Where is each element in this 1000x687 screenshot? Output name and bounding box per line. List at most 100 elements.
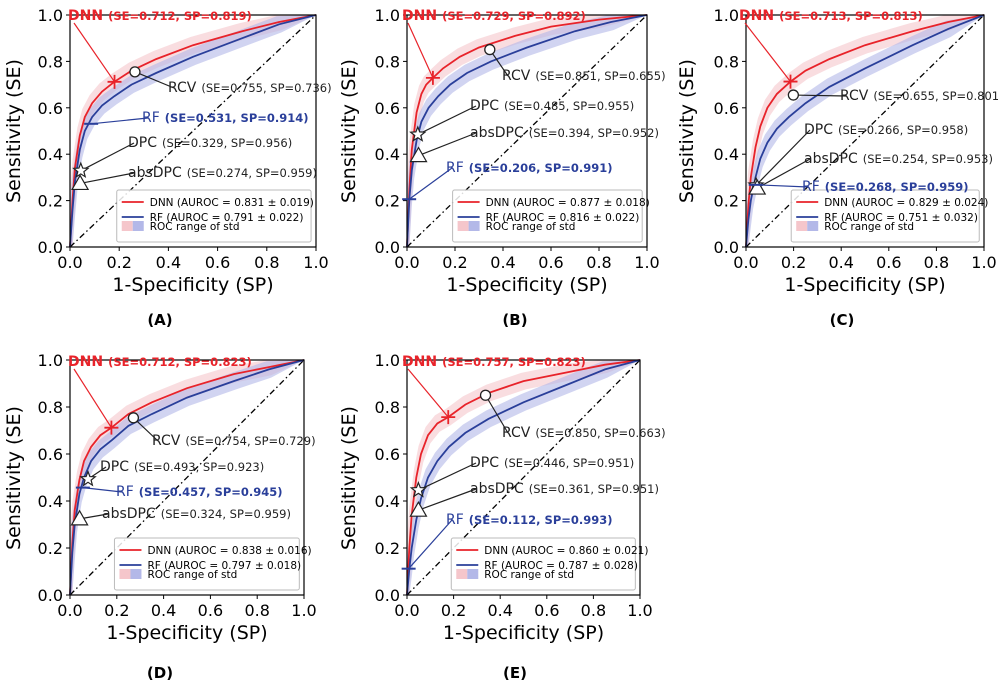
annotation-method: RCV [152, 433, 181, 449]
annotation-method: DPC [100, 459, 129, 475]
annotation-values: (SE=0.712, SP=0.819) [108, 9, 252, 23]
x-tick-label: 0.8 [581, 601, 606, 620]
y-axis-label: Sensitivity (SE) [338, 59, 360, 203]
dpc-annotation: DPC (SE=0.329, SP=0.956) [128, 135, 292, 151]
annotation-values: (SE=0.112, SP=0.993) [469, 513, 613, 527]
annotation-values: (SE=0.851, SP=0.655) [535, 69, 665, 83]
annotation-method: DPC [804, 122, 833, 138]
rf-legend-text: RF (AUROC = 0.787 ± 0.028) [484, 560, 638, 572]
x-tick-label: 0.0 [57, 253, 82, 272]
y-tick-label: 0.8 [714, 52, 739, 71]
annotation-values: (SE=0.254, SP=0.953) [863, 152, 993, 166]
roc-panel-3: 0.0 0.2 0.4 0.6 0.8 1.0 0.0 0.2 0.4 0.6 0.8 1.0 1-Sp… [3, 351, 317, 682]
rcv-annotation: RCV (SE=0.851, SP=0.655) [502, 68, 666, 84]
plot-frame [69, 359, 305, 596]
annotation-method: RF [446, 512, 464, 528]
annotation-values: (SE=0.361, SP=0.951) [529, 482, 659, 496]
annotation-values: (SE=0.446, SP=0.951) [504, 456, 634, 470]
dpc-star-marker [79, 469, 97, 487]
y-tick-label: 0.6 [38, 99, 63, 118]
y-tick-label: 0.6 [38, 445, 63, 464]
x-tick-label: 0.0 [394, 601, 419, 620]
chance-diagonal [406, 14, 648, 248]
dnn-cross-marker [783, 74, 798, 89]
rf-roc-line [406, 14, 648, 248]
absdpc-triangle-marker [409, 146, 428, 163]
annotation-values: (SE=0.266, SP=0.958) [838, 123, 968, 137]
annotation-values: (SE=0.394, SP=0.952) [529, 126, 659, 140]
plot-frame [69, 14, 317, 248]
x-axis-label: 1-Specificity (SP) [784, 274, 945, 296]
annotation-method: DNN [68, 354, 103, 370]
rcv-annotation: RCV (SE=0.655, SP=0.801) [840, 88, 1000, 104]
plot-frame [406, 14, 648, 248]
plot-frame [406, 359, 641, 596]
rcv-annotation: RCV (SE=0.754, SP=0.729) [152, 433, 316, 449]
annotation-values: (SE=0.755, SP=0.736) [201, 81, 331, 95]
dnn-roc-line [745, 14, 985, 248]
annotation-method: RCV [840, 88, 869, 104]
dnn-leader-line [73, 368, 112, 429]
dpc-leader-line [80, 142, 135, 172]
annotation-values: (SE=0.713, SP=0.813) [779, 9, 923, 23]
dpc-star-marker [409, 481, 428, 498]
annotation-method: RF [446, 160, 464, 176]
y-axis-label: Sensitivity (SE) [338, 406, 360, 550]
rf-legend-text: RF (AUROC = 0.751 ± 0.032) [824, 212, 978, 224]
x-tick-label: 1.0 [971, 253, 996, 272]
absdpc-leader-line [418, 488, 477, 511]
dnn-roc-line [69, 359, 305, 596]
x-tick-label: 0.4 [151, 601, 176, 620]
dpc-annotation: DPC (SE=0.446, SP=0.951) [470, 455, 634, 471]
y-tick-label: 1.0 [38, 6, 63, 25]
x-tick-label: 1.0 [627, 601, 652, 620]
dpc-star-marker [409, 125, 427, 142]
absdpc-triangle-marker [409, 500, 428, 517]
roc-panel-2: 0.0 0.2 0.4 0.6 0.8 1.0 0.0 0.2 0.4 0.6 0.8 1.0 1-Sp… [676, 6, 1000, 329]
y-tick-label: 1.0 [38, 351, 63, 370]
annotation-method: DPC [128, 135, 157, 151]
rf-leader-line [755, 184, 809, 188]
y-tick-label: 0.8 [375, 398, 400, 417]
y-tick-label: 0.2 [38, 192, 63, 211]
x-axis-label: 1-Specificity (SP) [106, 622, 267, 644]
annotation-values: (SE=0.493, SP=0.923) [134, 460, 264, 474]
x-tick-label: 0.8 [586, 253, 611, 272]
dnn-leader-line [407, 22, 434, 79]
panel-label: (C) [830, 311, 855, 329]
absdpc-leader-line [756, 158, 811, 189]
rf-legend-text: RF (AUROC = 0.791 ± 0.022) [150, 212, 304, 224]
annotation-method: DPC [470, 455, 499, 471]
y-tick-label: 0.0 [38, 238, 63, 257]
panel-label: (B) [502, 311, 527, 329]
rf-legend-text: RF (AUROC = 0.816 ± 0.022) [486, 212, 640, 224]
annotation-values: (SE=0.757, SP=0.823) [442, 355, 586, 369]
x-tick-label: 0.2 [441, 601, 466, 620]
band-legend-swatch-dnn [457, 221, 469, 231]
dnn-annotation: DNN (SE=0.713, SP=0.813) [739, 8, 923, 24]
x-tick-label: 0.0 [394, 253, 419, 272]
dnn-cross-marker [425, 70, 440, 85]
plot-frame [745, 14, 985, 248]
annotation-method: DNN [68, 8, 103, 24]
absdpc-triangle-marker [748, 178, 767, 195]
x-tick-label: 1.0 [291, 601, 316, 620]
annotation-values: (SE=0.329, SP=0.956) [162, 136, 292, 150]
dnn-roc-line [69, 14, 317, 248]
rf-annotation: RF (SE=0.112, SP=0.993) [446, 512, 613, 528]
rf-leader-line [408, 519, 453, 570]
y-tick-label: 0.0 [375, 586, 400, 605]
rf-annotation: RF (SE=0.457, SP=0.945) [116, 484, 283, 500]
rcv-circle-marker [787, 89, 800, 101]
annotation-method: DNN [402, 8, 437, 24]
annotation-method: RCV [502, 425, 531, 441]
band-legend-swatch-rf [467, 569, 479, 579]
y-tick-label: 0.4 [38, 492, 63, 511]
band-legend-text: ROC range of std [150, 221, 240, 233]
dnn-std-band [746, 15, 984, 247]
annotation-method: DPC [470, 98, 499, 114]
y-tick-label: 0.4 [714, 145, 739, 164]
rf-std-band [407, 360, 640, 595]
dpc-leader-line [417, 105, 477, 136]
